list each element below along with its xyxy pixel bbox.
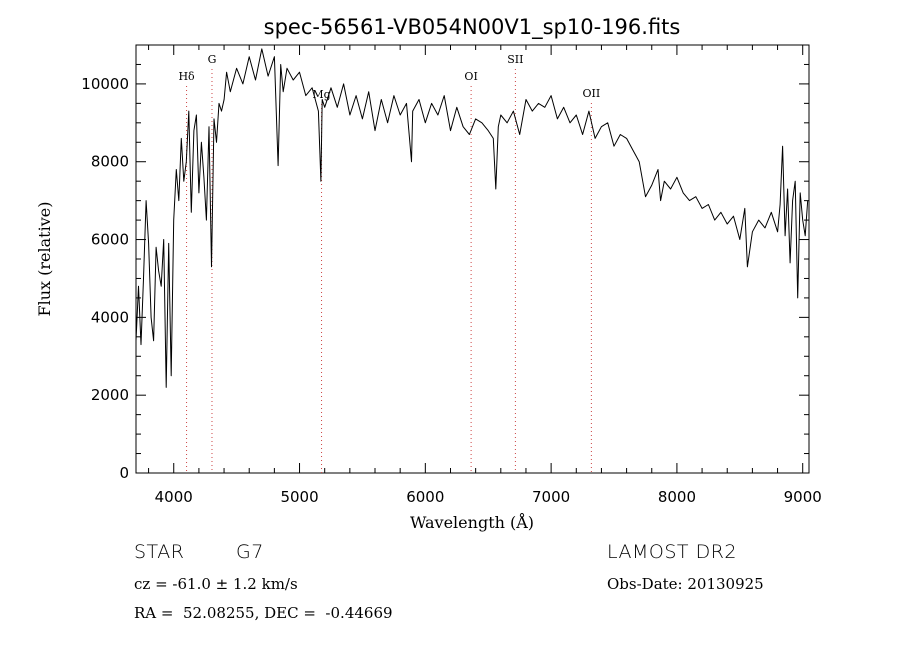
- line-marker-label: Mg: [312, 88, 330, 101]
- x-tick-label: 7000: [532, 488, 570, 506]
- y-tick-label: 0: [119, 464, 129, 482]
- y-tick-label: 4000: [91, 308, 129, 326]
- y-tick-label: 2000: [91, 386, 129, 404]
- survey-name: LAMOST DR2: [607, 541, 737, 563]
- x-tick-label: 4000: [155, 488, 193, 506]
- y-tick-label: 8000: [91, 153, 129, 171]
- axis-ticks: 4000 5000 6000 7000 8000 9000 0 2000 4000 6000 800…: [81, 44, 822, 506]
- plot-frame: [135, 44, 810, 474]
- x-tick-label: 8000: [658, 488, 696, 506]
- line-marker-label: OI: [464, 70, 477, 83]
- y-tick-label: 10000: [81, 75, 129, 93]
- spectrum-series: [135, 48, 809, 388]
- object-class: STAR: [134, 541, 185, 563]
- line-marker-label: SII: [507, 53, 523, 66]
- x-tick-label: 5000: [280, 488, 318, 506]
- x-tick-label: 9000: [784, 488, 822, 506]
- chart-title: spec-56561-VB054N00V1_sp10-196.fits: [264, 15, 681, 40]
- x-axis-label: Wavelength (Å): [410, 512, 534, 532]
- line-marker-label: G: [208, 53, 217, 66]
- y-tick-label: 6000: [91, 231, 129, 249]
- object-subclass: G7: [236, 541, 264, 563]
- spectrum-line: [135, 48, 809, 388]
- coordinates: RA = 52.08255, DEC = -0.44669: [134, 604, 393, 622]
- redshift-value: cz = -61.0 ± 1.2 km/s: [134, 575, 298, 593]
- obs-date: Obs-Date: 20130925: [607, 575, 764, 593]
- line-marker-label: OII: [583, 87, 601, 100]
- line-marker-label: Hδ: [178, 70, 195, 83]
- x-tick-label: 6000: [406, 488, 444, 506]
- y-axis-label: Flux (relative): [35, 202, 54, 317]
